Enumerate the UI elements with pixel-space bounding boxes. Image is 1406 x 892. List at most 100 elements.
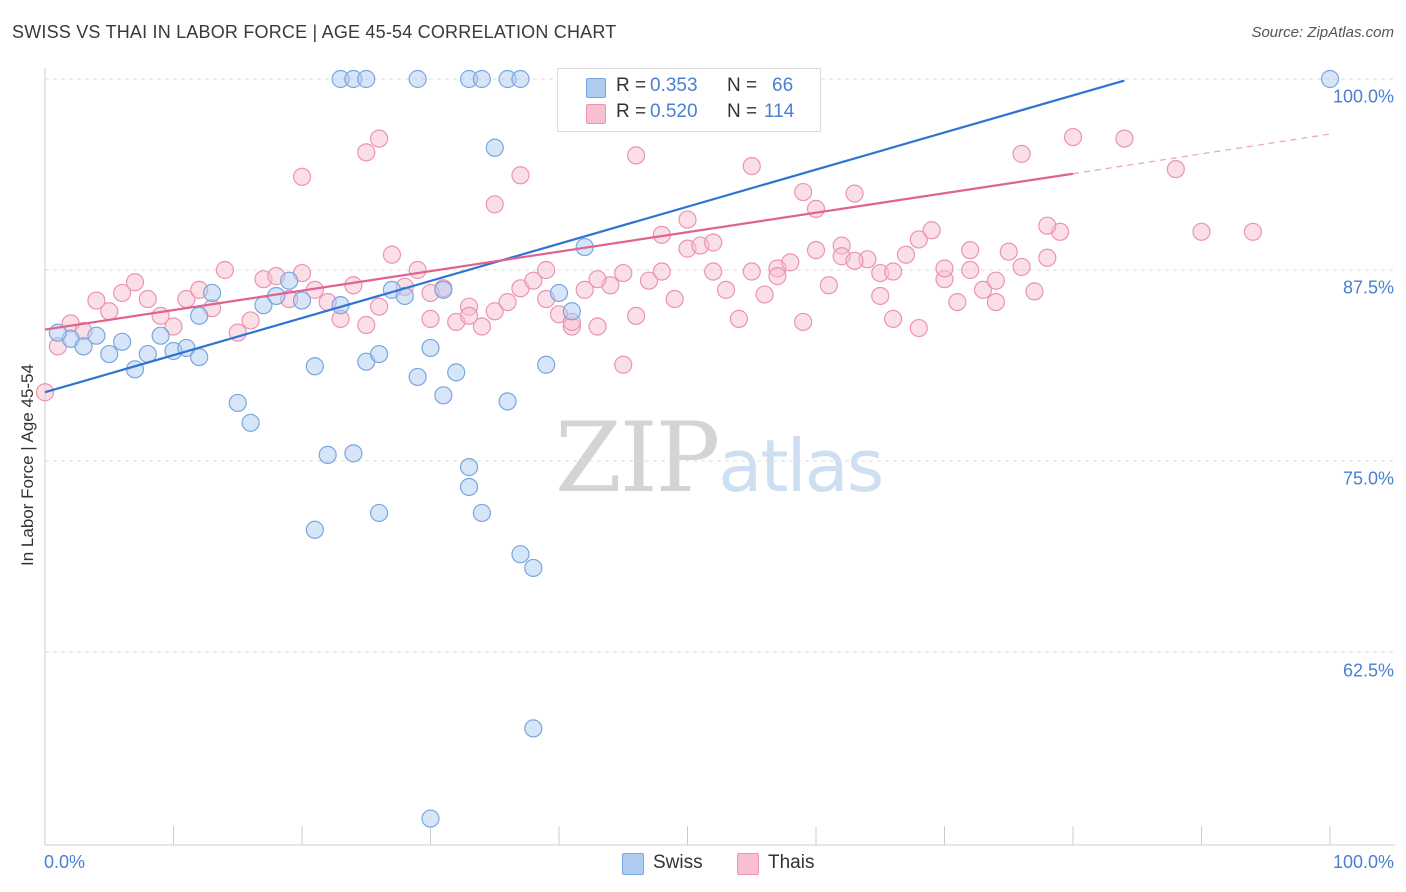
thais-point xyxy=(871,286,890,306)
swiss-point xyxy=(112,332,132,351)
thais-point xyxy=(806,241,826,260)
thais-point xyxy=(164,317,183,336)
thais-point xyxy=(575,280,594,299)
thais-point xyxy=(883,262,903,281)
thais-point xyxy=(421,309,440,328)
thais-point xyxy=(100,302,119,321)
thais-point xyxy=(845,251,864,270)
thais-point xyxy=(729,309,749,328)
thais-point xyxy=(357,143,376,162)
swiss-point xyxy=(498,392,517,411)
swiss-point xyxy=(524,558,543,578)
swiss-r-label: R = xyxy=(616,75,647,96)
swiss-point xyxy=(344,444,363,463)
swiss-point xyxy=(511,545,530,564)
swiss-point xyxy=(190,347,209,367)
thais-point xyxy=(742,262,761,281)
thais-point xyxy=(626,306,646,325)
watermark-zip: ZIP xyxy=(555,402,720,514)
y-tick-62-5: 62.5% xyxy=(1342,660,1394,681)
swiss-point xyxy=(434,386,453,405)
swiss-point xyxy=(318,445,337,464)
thais-point xyxy=(999,242,1018,261)
swiss-point xyxy=(562,302,581,321)
thais-point xyxy=(537,260,556,280)
swiss-point xyxy=(190,306,209,325)
swiss-point xyxy=(434,280,453,299)
thais-point xyxy=(215,260,234,280)
swiss-point xyxy=(370,503,389,523)
swiss-point xyxy=(125,360,145,379)
thais-point xyxy=(498,292,517,312)
swiss-point xyxy=(151,326,170,345)
thais-point xyxy=(806,199,826,218)
swiss-point xyxy=(370,344,389,364)
thais-point xyxy=(896,245,916,264)
swiss-n-value: 66 xyxy=(772,75,794,96)
thais-point xyxy=(845,184,864,203)
swiss-point xyxy=(241,413,260,432)
thais-r-label: R = xyxy=(616,101,647,122)
chart-source: Source: ZipAtlas.com xyxy=(1251,24,1394,41)
thais-point xyxy=(626,146,646,165)
y-tick-100: 100.0% xyxy=(1332,86,1394,107)
thais-legend-label: Thais xyxy=(768,852,815,873)
thais-point xyxy=(1038,216,1057,235)
thais-n-label: N = xyxy=(727,101,758,122)
swiss-point xyxy=(408,367,427,387)
thais-trend-extension xyxy=(1072,133,1331,175)
thais-point xyxy=(794,182,813,202)
thais-point xyxy=(973,280,993,299)
thais-point xyxy=(344,276,363,295)
y-tick-75: 75.0% xyxy=(1342,468,1394,489)
swiss-point xyxy=(292,291,312,310)
thais-point xyxy=(781,253,800,272)
swiss-point xyxy=(511,69,530,89)
thais-point xyxy=(1012,257,1031,277)
swiss-legend-swatch xyxy=(622,853,644,875)
thais-point xyxy=(909,230,928,249)
swiss-point xyxy=(485,138,504,157)
thais-point xyxy=(1063,127,1083,147)
thais-point xyxy=(986,292,1006,312)
swiss-point xyxy=(74,337,93,356)
swiss-swatch xyxy=(586,78,606,98)
swiss-point xyxy=(87,326,106,345)
thais-point xyxy=(370,297,389,316)
thais-point xyxy=(794,312,813,332)
thais-point xyxy=(704,262,723,281)
thais-n-value: 114 xyxy=(764,101,795,122)
thais-point xyxy=(819,276,838,295)
swiss-point xyxy=(408,69,427,89)
thais-point xyxy=(986,271,1006,290)
thais-swatch xyxy=(586,104,606,124)
swiss-trend-line xyxy=(44,79,1125,394)
thais-point xyxy=(370,129,389,148)
thais-point xyxy=(408,260,427,280)
thais-point xyxy=(472,317,491,336)
thais-point xyxy=(909,318,928,338)
swiss-point xyxy=(305,357,324,376)
swiss-legend-label: Swiss xyxy=(653,852,703,873)
thais-point xyxy=(704,233,723,252)
thais-point xyxy=(292,167,312,186)
thais-point xyxy=(1038,248,1057,267)
swiss-point xyxy=(202,283,222,303)
swiss-point xyxy=(280,271,299,290)
swiss-point xyxy=(421,809,440,828)
watermark: ZIPatlas xyxy=(555,402,884,514)
chart-title: SWISS VS THAI IN LABOR FORCE | AGE 45-54… xyxy=(12,22,617,42)
thais-point xyxy=(459,306,479,325)
thais-point xyxy=(511,166,530,185)
swiss-point xyxy=(305,520,324,539)
swiss-point xyxy=(459,458,479,477)
thais-point xyxy=(948,292,967,312)
swiss-point xyxy=(228,393,247,413)
thais-point xyxy=(961,260,980,280)
thais-legend-swatch xyxy=(737,853,759,875)
thais-point xyxy=(742,156,761,176)
swiss-point xyxy=(447,363,466,382)
thais-point xyxy=(588,270,607,289)
thais-point xyxy=(125,273,145,292)
